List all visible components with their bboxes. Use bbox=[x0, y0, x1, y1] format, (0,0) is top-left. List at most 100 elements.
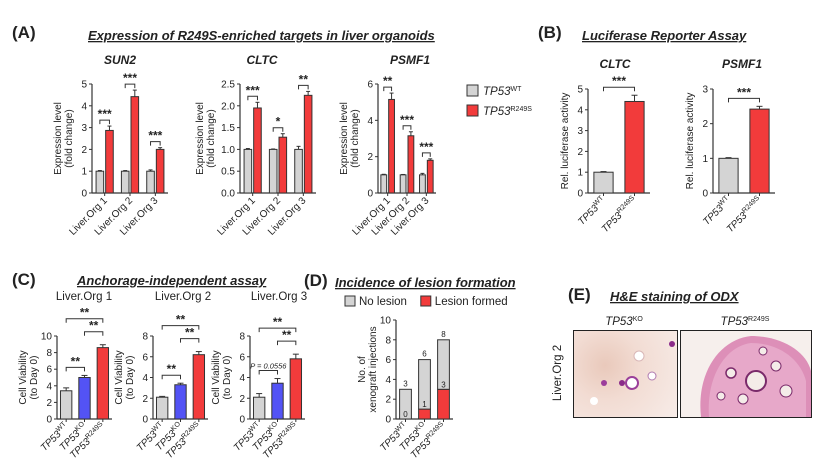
chart-title: SUN2 bbox=[104, 53, 136, 67]
significance-label: *** bbox=[98, 107, 112, 121]
bar bbox=[155, 148, 165, 194]
significance-label: *** bbox=[246, 83, 260, 97]
y-tick-label: 1.0 bbox=[221, 145, 235, 156]
legend-swatch bbox=[420, 295, 432, 307]
y-tick-label: 3 bbox=[81, 123, 87, 134]
panel-e-title: H&E staining of ODX bbox=[610, 289, 740, 304]
y-tick-label: 2 bbox=[367, 152, 373, 163]
lesion-label: 0 bbox=[403, 410, 408, 419]
significance-label: *** bbox=[612, 74, 626, 88]
bar bbox=[388, 98, 395, 194]
label-base: TP53 bbox=[483, 106, 511, 118]
y-axis-label: No. of bbox=[357, 356, 368, 383]
significance-label: ** bbox=[80, 306, 90, 320]
y-tick-label: 0 bbox=[577, 189, 583, 200]
significance-bracket bbox=[65, 366, 85, 372]
significance-label: ** bbox=[89, 319, 99, 333]
bar bbox=[174, 384, 187, 420]
y-tick-label: 6 bbox=[142, 352, 148, 363]
y-tick-label: 3 bbox=[702, 85, 708, 96]
label-superscript: R249S bbox=[511, 106, 533, 113]
significance-bracket bbox=[161, 374, 181, 380]
significance-bracket bbox=[402, 125, 412, 130]
label-superscript: R249S bbox=[616, 194, 636, 214]
stacked-bar-segment bbox=[437, 339, 450, 390]
bar bbox=[253, 107, 262, 194]
chart-title: Liver.Org 3 bbox=[251, 291, 307, 303]
significance-bracket bbox=[247, 95, 258, 101]
y-tick-label: 2.0 bbox=[221, 101, 235, 112]
significance-bracket bbox=[277, 340, 297, 346]
bar bbox=[294, 148, 303, 194]
y-tick-label: 8 bbox=[142, 332, 148, 343]
bar bbox=[278, 136, 288, 194]
y-axis-label: Expression level bbox=[53, 102, 64, 175]
image-label: TP53R249S bbox=[721, 316, 770, 328]
chart-A-SUN2: SUN2 0 1 2 3 4 5 Expression level (fold change) *… bbox=[53, 53, 168, 238]
chart-A-CLTC: CLTC 0.0 0.5 1.0 1.5 2.0 2.5 Expression level (f… bbox=[195, 53, 316, 238]
bar bbox=[243, 148, 253, 194]
bar bbox=[155, 396, 169, 420]
bar bbox=[95, 170, 105, 194]
bar bbox=[749, 108, 770, 194]
bar bbox=[380, 174, 388, 194]
label-superscript: R249S bbox=[277, 420, 297, 440]
y-tick-label: 2 bbox=[81, 145, 87, 156]
y-tick-label: 8 bbox=[385, 335, 391, 346]
bar bbox=[419, 174, 426, 194]
y-axis-label: (fold change) bbox=[350, 109, 361, 167]
chart-title: Liver.Org 2 bbox=[155, 291, 211, 303]
label-superscript: WT bbox=[248, 420, 261, 433]
bar bbox=[407, 135, 415, 194]
y-tick-label: 0 bbox=[81, 189, 87, 200]
y-tick-label: 4 bbox=[81, 101, 87, 112]
label-superscript: WT bbox=[592, 194, 605, 207]
significance-bracket bbox=[298, 84, 309, 90]
y-tick-label: 10 bbox=[380, 316, 392, 327]
y-tick-label: 5 bbox=[81, 80, 87, 91]
x-tick-label: TP53R249S bbox=[599, 194, 640, 235]
y-tick-label: 2 bbox=[142, 394, 148, 405]
label-superscript: R249S bbox=[425, 420, 445, 440]
y-tick-label: 0.5 bbox=[221, 167, 235, 178]
tissue-texture bbox=[590, 341, 675, 405]
significance-label: *** bbox=[148, 129, 162, 143]
chart-C-Org3: Liver.Org 3 0 2 4 6 8 Cell Viability (to Day 0)… bbox=[211, 291, 307, 461]
total-label: 8 bbox=[441, 330, 446, 339]
y-axis-label: Rel. luciferase activity bbox=[560, 93, 571, 190]
bar bbox=[252, 396, 266, 420]
y-tick-label: 4 bbox=[367, 116, 373, 127]
label-superscript: R249S bbox=[84, 420, 104, 440]
label-base: TP53 bbox=[605, 316, 633, 328]
lesion-label: 3 bbox=[441, 380, 446, 389]
y-axis-label: Rel. luciferase activity bbox=[685, 93, 696, 190]
chart-title: PSMF1 bbox=[722, 57, 762, 71]
panel-c-title: Anchorage-independent assay bbox=[76, 273, 267, 288]
y-tick-label: 6 bbox=[239, 352, 245, 363]
significance-label: ** bbox=[176, 313, 186, 327]
significance-bracket bbox=[728, 97, 760, 103]
y-tick-label: 0.0 bbox=[221, 189, 235, 200]
y-tick-label: 2 bbox=[702, 119, 708, 130]
panel-e-row-label: Liver.Org 2 bbox=[552, 345, 564, 401]
bar bbox=[624, 100, 645, 194]
y-tick-label: 1.5 bbox=[221, 123, 235, 134]
legend-label: Lesion formed bbox=[435, 296, 508, 308]
total-label: 3 bbox=[403, 379, 408, 388]
y-tick-label: 0 bbox=[239, 415, 245, 426]
bar bbox=[399, 174, 407, 194]
label-superscript: R249S bbox=[741, 194, 761, 214]
y-tick-label: 0 bbox=[702, 189, 708, 200]
y-axis-label: (to Day 0) bbox=[222, 356, 233, 400]
significance-bracket bbox=[84, 331, 104, 336]
significance-bracket bbox=[65, 318, 104, 323]
y-tick-label: 10 bbox=[41, 332, 53, 343]
significance-bracket bbox=[150, 141, 161, 146]
significance-label: *** bbox=[419, 140, 433, 154]
y-tick-label: 1 bbox=[702, 154, 708, 165]
label-superscript: WT bbox=[511, 86, 523, 93]
y-tick-label: 0 bbox=[142, 415, 148, 426]
significance-bracket bbox=[258, 327, 297, 333]
y-tick-label: 4 bbox=[142, 373, 148, 384]
significance-label: P = 0.0556 bbox=[250, 362, 287, 371]
